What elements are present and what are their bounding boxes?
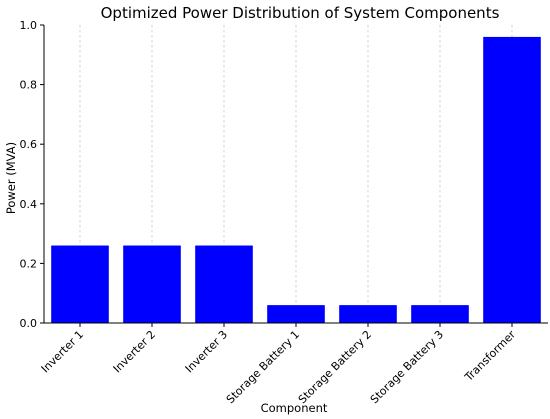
x-tick-label: Storage Battery 1 xyxy=(224,328,302,406)
bar xyxy=(339,305,397,323)
y-tick-label: 0.0 xyxy=(20,317,38,330)
y-tick-label: 1.0 xyxy=(20,19,38,32)
y-tick-label: 0.4 xyxy=(20,198,38,211)
x-tick-label: Inverter 1 xyxy=(39,328,86,375)
y-axis: 0.0 0.2 0.4 0.6 0.8 1.0 xyxy=(20,19,45,330)
bar xyxy=(51,245,109,323)
y-tick-label: 0.2 xyxy=(20,257,38,270)
bar xyxy=(483,36,541,324)
x-tick-label: Storage Battery 2 xyxy=(296,328,374,406)
y-tick-label: 0.8 xyxy=(20,79,38,92)
x-tick-label: Inverter 3 xyxy=(183,328,230,375)
x-tick-label: Storage Battery 3 xyxy=(368,328,446,406)
chart-title: Optimized Power Distribution of System C… xyxy=(101,4,500,22)
bars xyxy=(51,36,541,324)
bar xyxy=(267,305,325,323)
y-axis-label: Power (MVA) xyxy=(4,142,18,214)
y-tick-label: 0.6 xyxy=(20,138,38,151)
bar xyxy=(195,245,253,323)
bar xyxy=(123,245,181,323)
x-tick-label: Inverter 2 xyxy=(111,328,158,375)
bar xyxy=(411,305,469,323)
x-axis-label: Component xyxy=(261,401,328,415)
x-tick-label: Transformer xyxy=(462,328,519,385)
